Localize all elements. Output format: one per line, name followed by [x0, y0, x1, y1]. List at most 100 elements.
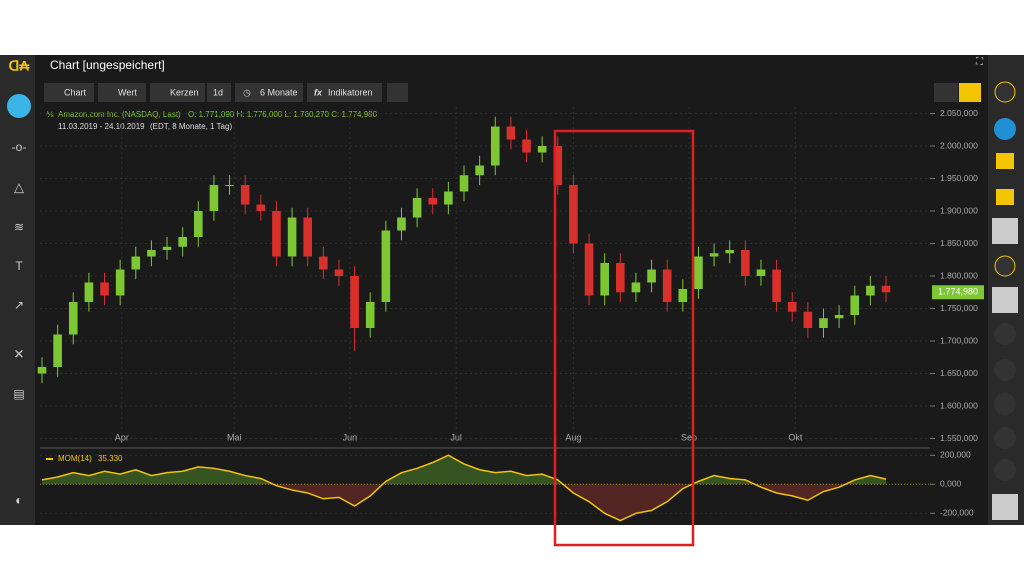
toolbar-label: 6 Monate: [260, 87, 298, 97]
y-tick-label: 0,000: [940, 479, 962, 489]
avatar[interactable]: [992, 494, 1018, 520]
candle-body: [553, 146, 563, 185]
toolbar-button[interactable]: [44, 83, 94, 102]
sidebar-icon[interactable]: △: [14, 179, 24, 194]
right-icon[interactable]: [994, 81, 1016, 103]
candle-body: [334, 269, 344, 276]
x-tick-label: Mai: [227, 432, 242, 442]
toolbar-button[interactable]: [98, 83, 146, 102]
right-icon[interactable]: [994, 118, 1016, 140]
logo: ꓷ₳: [9, 58, 31, 74]
candle-body: [459, 175, 469, 192]
toolbar-button[interactable]: [235, 83, 303, 102]
avatar[interactable]: [992, 218, 1018, 244]
candle-body: [600, 263, 609, 296]
right-icon[interactable]: [994, 359, 1016, 381]
candle-body: [584, 243, 594, 296]
candle-body: [569, 185, 578, 244]
toolbar-button[interactable]: [934, 83, 958, 102]
price-badge: [932, 285, 984, 300]
sidebar-icon[interactable]: -o-: [12, 140, 27, 154]
sidebar-icon[interactable]: ≋: [14, 220, 24, 234]
left-sidebar: [0, 55, 35, 525]
candle-body: [631, 282, 641, 293]
candle-body: [772, 269, 781, 302]
y-tick-label: 2.000,000: [940, 140, 978, 150]
area-negative: [42, 484, 886, 521]
right-icon[interactable]: [994, 393, 1016, 415]
y-tick-label: 1.650,000: [940, 368, 978, 378]
symbol-icon: ⅍: [46, 110, 54, 119]
candle-body: [68, 302, 78, 335]
candle-body: [522, 139, 531, 153]
toolbar-button[interactable]: [207, 83, 231, 102]
sidebar-icon[interactable]: T: [15, 259, 23, 273]
y-tick-label: 1.750,000: [940, 303, 978, 313]
candle-body: [615, 263, 625, 293]
candle-body: [850, 295, 860, 315]
candle-body: [350, 276, 359, 328]
x-tick-label: Sep: [681, 432, 697, 442]
info-range-note: (EDT, 8 Monate, 1 Tag): [150, 122, 232, 131]
candle-body: [428, 198, 438, 205]
candle-body: [240, 185, 250, 205]
y-tick-label: -200,000: [940, 508, 974, 518]
candle-body: [647, 269, 656, 283]
candle-body: [53, 334, 62, 367]
candle-body: [162, 246, 172, 250]
y-tick-label: 1.700,000: [940, 335, 978, 345]
sidebar-icon[interactable]: ▤: [13, 387, 24, 401]
candle-body: [256, 204, 266, 211]
avatar[interactable]: [992, 287, 1018, 313]
info-symbol: Amazon.com Inc. (NASDAQ, Last): [58, 110, 181, 119]
candle-body: [709, 253, 719, 257]
candle-body: [131, 256, 141, 270]
candle-body: [881, 285, 891, 293]
right-icon[interactable]: [996, 189, 1014, 205]
right-icon[interactable]: [994, 255, 1016, 277]
toolbar-label: 1d: [213, 87, 223, 97]
candle-body: [787, 302, 797, 312]
candle-body: [84, 282, 94, 302]
x-tick-label: Okt: [788, 432, 803, 442]
line: [41, 454, 887, 522]
candle-body: [506, 126, 516, 140]
candle-body: [741, 250, 750, 276]
sidebar-active-icon[interactable]: [7, 94, 31, 118]
candle-body: [147, 250, 156, 257]
toolbar-button[interactable]: [959, 83, 981, 102]
candle-body: [694, 256, 703, 289]
price-badge-label: 1.774,980: [938, 287, 978, 297]
toolbar: Chart Wert Kerzen 1d ◷ 6 Monate fx Indik…: [44, 83, 981, 102]
candle-body: [365, 302, 375, 328]
candle-body: [287, 217, 297, 257]
toolbar-button[interactable]: [387, 83, 408, 102]
right-icon[interactable]: [994, 427, 1016, 449]
candle-body: [819, 318, 828, 328]
toolbar-button[interactable]: [150, 83, 205, 102]
y-tick-label: 1.800,000: [940, 270, 978, 280]
x-tick-label: Aug: [565, 432, 581, 442]
window-expand[interactable]: ⛶: [975, 57, 984, 68]
highlight-box: [553, 129, 695, 547]
candle-body: [866, 285, 875, 296]
right-icons: [992, 81, 1018, 520]
candle-body: [319, 256, 328, 270]
sidebar-icon[interactable]: ✕: [14, 346, 25, 361]
sidebar-icon[interactable]: ↗: [14, 298, 24, 312]
info-ohlc: O: 1.771,090 H: 1.776,000 L: 1.760,270 C…: [188, 110, 378, 119]
right-icon[interactable]: [996, 153, 1014, 169]
y-tick-label: 1.600,000: [940, 400, 978, 410]
candle-body: [381, 230, 391, 302]
candle-body: [272, 211, 281, 257]
indicator-legend: MOM(14): [58, 454, 92, 463]
candle-body: [834, 315, 844, 319]
info-range: 11.03.2019 - 24.10.2019: [58, 122, 145, 131]
right-icon[interactable]: [994, 459, 1016, 481]
candle-body: [756, 269, 766, 276]
toolbar-button[interactable]: [307, 83, 382, 102]
sidebar-icon[interactable]: ◐: [15, 492, 23, 507]
right-icon[interactable]: [994, 323, 1016, 345]
